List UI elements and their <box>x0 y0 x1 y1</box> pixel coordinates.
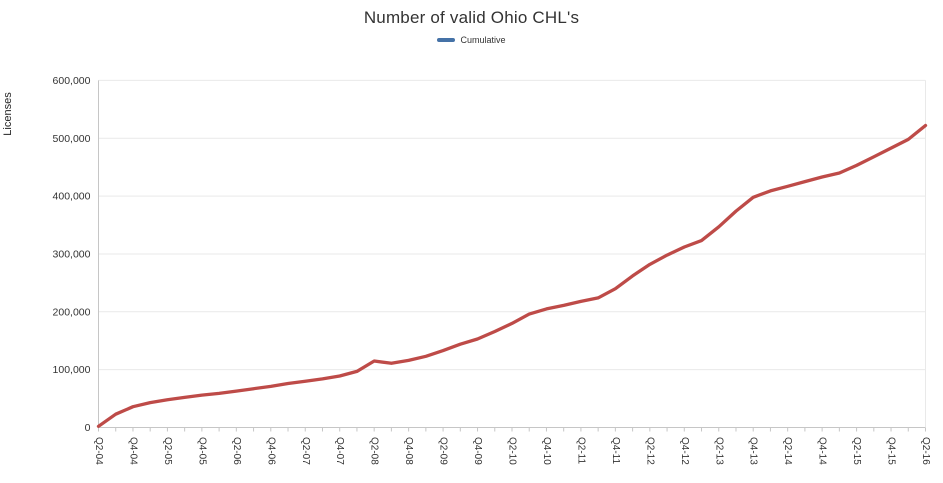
x-tick-label: Q4-14 <box>817 437 828 465</box>
series-line-cumulative <box>96 123 928 428</box>
x-tick-label: Q4-10 <box>541 437 552 465</box>
x-tick-label: Q4-08 <box>403 437 414 465</box>
x-tick-label: Q2-15 <box>851 437 862 465</box>
x-tick-label: Q2-16 <box>920 437 931 465</box>
y-tick-label: 0 <box>85 422 91 434</box>
x-tick-label: Q4-11 <box>610 437 621 464</box>
x-tick-label: Q2-13 <box>713 437 724 465</box>
x-tick-label: Q2-08 <box>369 437 380 465</box>
y-tick-label: 100,000 <box>53 364 91 376</box>
y-tick-label: 500,000 <box>53 133 91 145</box>
x-tick-label: Q4-09 <box>472 437 483 465</box>
y-axis-title: Licenses <box>2 92 14 136</box>
x-tick-label: Q2-06 <box>231 437 242 465</box>
x-tick-label: Q2-09 <box>438 437 449 465</box>
x-tick-label: Q2-07 <box>300 437 311 465</box>
y-tick-label: 200,000 <box>53 306 91 318</box>
x-tick-label: Q4-06 <box>265 437 276 465</box>
x-tick-label: Q4-07 <box>334 437 345 465</box>
x-tick-label: Q4-04 <box>127 437 138 465</box>
y-tick-label: 600,000 <box>53 75 91 87</box>
y-tick-label: 300,000 <box>53 248 91 260</box>
x-tick-label: Q2-12 <box>644 437 655 465</box>
y-tick-label: 400,000 <box>53 191 91 203</box>
x-tick-label: Q2-11 <box>575 437 586 464</box>
x-tick-label: Q2-05 <box>162 437 173 465</box>
legend-line-swatch <box>437 38 456 42</box>
x-tick-label: Q4-05 <box>196 437 207 465</box>
x-tick-label: Q2-14 <box>782 437 793 465</box>
legend-label: Cumulative <box>460 35 506 45</box>
x-tick-label: Q2-10 <box>507 437 518 465</box>
x-tick-label: Q4-13 <box>748 437 759 465</box>
chart-title: Number of valid Ohio CHL's <box>363 8 580 27</box>
x-tick-label: Q2-04 <box>93 437 104 465</box>
x-tick-label: Q4-12 <box>679 437 690 465</box>
x-tick-label: Q4-15 <box>886 437 897 465</box>
legend[interactable]: Cumulative <box>0 35 943 45</box>
